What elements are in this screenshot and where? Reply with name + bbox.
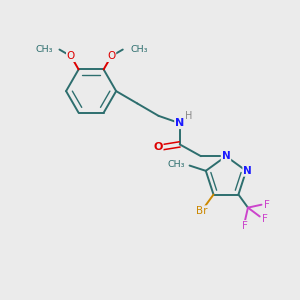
Text: Br: Br [196, 206, 207, 216]
Text: O: O [107, 51, 116, 61]
Text: N: N [222, 151, 230, 161]
Text: CH₃: CH₃ [130, 45, 148, 54]
Text: O: O [153, 142, 163, 152]
Text: N: N [243, 166, 252, 176]
Text: H: H [185, 111, 192, 121]
Text: CH₃: CH₃ [35, 45, 53, 54]
Text: N: N [175, 118, 184, 128]
Text: CH₃: CH₃ [168, 160, 185, 169]
Text: O: O [67, 51, 75, 61]
Text: F: F [242, 221, 248, 231]
Text: F: F [264, 200, 270, 210]
Text: F: F [262, 214, 268, 224]
